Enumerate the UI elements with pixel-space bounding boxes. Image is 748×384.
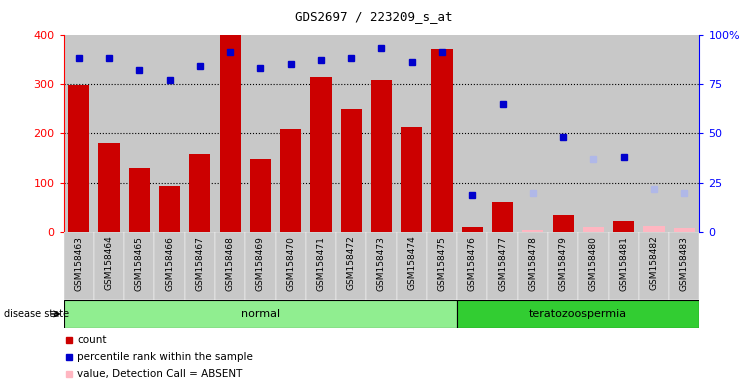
Bar [578,35,609,232]
Bar [462,227,483,232]
Bar [492,202,513,232]
Bar [275,35,306,232]
Bar [336,232,367,300]
Bar [280,129,301,232]
Bar [371,80,392,232]
Bar [367,35,396,232]
Bar [548,35,578,232]
Text: GSM158471: GSM158471 [316,236,325,291]
Bar [396,35,427,232]
Bar [124,35,154,232]
Bar [185,232,215,300]
Text: GSM158476: GSM158476 [468,236,476,291]
Text: disease state: disease state [4,309,69,319]
Bar [583,227,604,232]
Bar [457,35,488,232]
Bar [427,232,457,300]
Bar [553,215,574,232]
Text: GDS2697 / 223209_s_at: GDS2697 / 223209_s_at [295,10,453,23]
Text: GSM158479: GSM158479 [559,236,568,291]
Bar [64,232,94,300]
Bar [336,35,367,232]
Text: GSM158481: GSM158481 [619,236,628,291]
Bar [457,232,488,300]
Bar [548,232,578,300]
Text: GSM158469: GSM158469 [256,236,265,291]
Bar [215,35,245,232]
Text: GSM158470: GSM158470 [286,236,295,291]
Bar [245,35,275,232]
Text: GSM158473: GSM158473 [377,236,386,291]
Bar [215,232,245,300]
Bar [250,159,271,232]
Bar [94,232,124,300]
Bar [669,232,699,300]
Bar [124,232,154,300]
Text: GSM158463: GSM158463 [74,236,83,291]
Bar [518,35,548,232]
Text: GSM158475: GSM158475 [438,236,447,291]
Bar [432,50,453,232]
Bar [219,35,241,232]
Bar [154,35,185,232]
Bar [609,232,639,300]
Bar [185,35,215,232]
Bar [340,109,362,232]
Bar [427,35,457,232]
Bar [99,143,120,232]
Text: GSM158464: GSM158464 [105,236,114,290]
Bar [154,232,185,300]
Bar [367,232,396,300]
Bar [129,168,150,232]
Text: GSM158483: GSM158483 [680,236,689,291]
Text: GSM158468: GSM158468 [226,236,235,291]
Text: GSM158467: GSM158467 [195,236,204,291]
Bar [669,35,699,232]
Text: value, Detection Call = ABSENT: value, Detection Call = ABSENT [77,369,242,379]
Text: GSM158474: GSM158474 [407,236,416,290]
Bar [64,35,94,232]
Bar [245,232,275,300]
Bar [275,232,306,300]
Bar [306,35,336,232]
Text: GSM158472: GSM158472 [347,236,356,290]
Bar [94,35,124,232]
Text: GSM158478: GSM158478 [528,236,537,291]
Text: count: count [77,336,106,346]
Text: GSM158480: GSM158480 [589,236,598,291]
Bar [306,232,336,300]
Bar [68,86,89,232]
Bar [396,232,427,300]
Text: GSM158477: GSM158477 [498,236,507,291]
Bar [639,35,669,232]
Bar [643,227,664,232]
Bar [639,232,669,300]
Bar [488,232,518,300]
Bar [674,228,695,232]
Bar [613,222,634,232]
Text: teratozoospermia: teratozoospermia [530,309,628,319]
Bar [488,35,518,232]
Text: GSM158466: GSM158466 [165,236,174,291]
Text: normal: normal [241,309,280,319]
Bar [609,35,639,232]
Bar [578,232,609,300]
Bar [159,186,180,232]
Bar [310,76,331,232]
Bar [401,126,423,232]
Bar [522,230,544,232]
Text: GSM158482: GSM158482 [649,236,658,290]
Bar [189,154,210,232]
Text: percentile rank within the sample: percentile rank within the sample [77,352,253,362]
Text: GSM158465: GSM158465 [135,236,144,291]
Bar [457,300,699,328]
Bar [64,300,457,328]
Bar [518,232,548,300]
